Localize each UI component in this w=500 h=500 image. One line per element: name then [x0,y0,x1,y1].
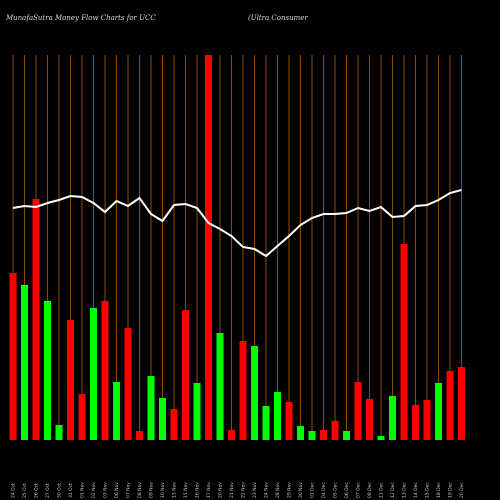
x-tick-label: 20 Nov [218,482,224,498]
x-tick-label: 13 Nov [172,482,178,498]
x-tick-label: 28 Nov [275,482,281,498]
x-tick-label: 21 Nov [229,482,235,498]
x-tick-label: 24 Oct [11,483,17,498]
bar [423,400,431,440]
x-tick-label: 11 Dec [379,482,385,498]
x-tick-label: 01 Dec [310,482,316,498]
bar [331,421,339,440]
x-tick-label: 09 Nov [149,482,155,498]
x-tick-label: 15 Dec [425,482,431,498]
bar [274,392,281,440]
x-tick-label: 03 Nov [103,482,109,498]
bar [147,376,155,440]
bar [458,367,465,440]
bar [205,55,212,440]
bar [55,425,63,440]
x-tick-label: 02 Nov [91,482,97,498]
bar [343,431,350,440]
x-tick-label: 13 Dec [402,482,408,498]
x-tick-label: 06 Dec [344,482,350,498]
x-tick-label: 19 Dec [448,482,454,498]
x-tick-label: 30 Nov [298,482,304,498]
bar [389,396,396,440]
bar [320,430,327,440]
x-tick-label: 20 Dec [459,482,465,498]
bar [366,399,373,440]
bar [9,273,17,440]
bar [193,383,201,440]
bar [435,383,442,440]
bar [228,430,235,440]
bar [113,382,120,440]
bar [32,199,40,440]
money-flow-line [12,189,462,258]
bar [159,398,166,440]
x-tick-label: 22 Nov [241,482,247,498]
x-tick-label: 30 Oct [57,483,63,498]
bar [182,310,189,440]
x-tick-label: 31 Oct [68,483,74,498]
chart-title: MunafaSutra Money Flow Charts for UCC [5,14,156,22]
x-tick-label: 07 Nov [126,482,132,498]
x-tick-label: 24 Nov [264,482,270,498]
x-tick-label: 26 Oct [34,483,40,498]
bar [67,320,74,440]
x-tick-label: 17 Nov [206,482,212,498]
bar [216,333,224,440]
x-tick-label: 25 Oct [22,483,28,498]
bar [239,341,247,440]
bar [90,308,97,440]
x-tick-label: 27 Oct [45,483,51,498]
bar [262,406,270,440]
bar [285,402,293,440]
bar [446,371,454,440]
bar [308,431,316,440]
bar [251,346,258,440]
x-tick-label: 05 Dec [333,482,339,498]
chart-subtitle: (Ultra Consumer [248,14,308,22]
x-tick-label: 08 Nov [137,482,143,498]
bar [124,328,132,440]
bar [21,285,28,440]
bar [170,409,178,440]
bar [412,405,419,440]
x-tick-label: 23 Nov [252,482,258,498]
x-tick-label: 07 Dec [356,482,362,498]
x-tick-label: 08 Dec [367,482,373,498]
x-tick-label: 10 Nov [160,482,166,498]
bar [354,382,362,440]
x-tick-label: 12 Dec [390,482,396,498]
x-tick-label: 16 Nov [195,482,201,498]
x-tick-label: 01 Nov [80,482,86,498]
bar [101,301,109,440]
x-tick-label: 14 Dec [413,482,419,498]
bar [400,244,408,440]
bar [78,394,86,440]
x-tick-label: 29 Nov [287,482,293,498]
bar [44,301,51,440]
x-tick-label: 18 Dec [436,482,442,498]
bar [297,426,304,440]
bar [136,431,143,440]
x-tick-label: 15 Nov [183,482,189,498]
x-tick-label: 06 Nov [114,482,120,498]
bar [377,436,385,440]
x-tick-label: 04 Dec [321,482,327,498]
